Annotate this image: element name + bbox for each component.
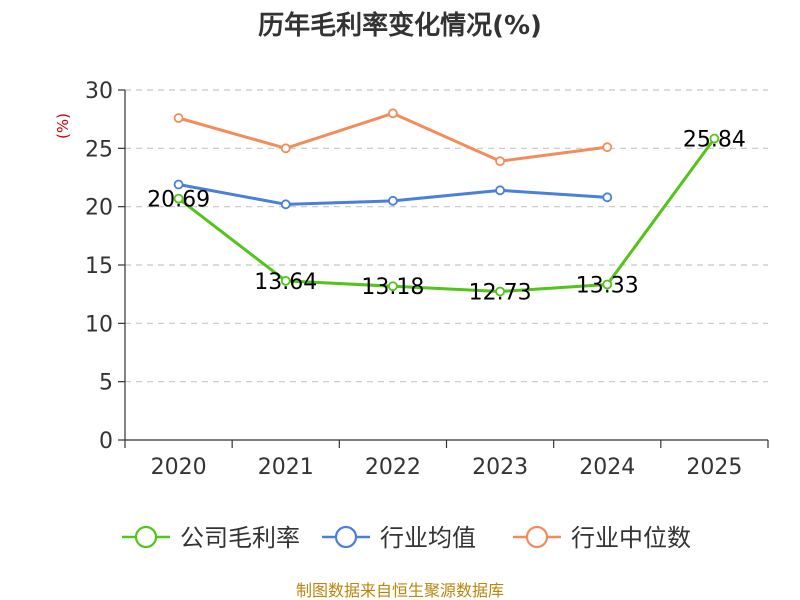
axes <box>118 89 769 448</box>
legend-marker-行业均值 <box>334 525 358 549</box>
legend-item-行业中位数: 行业中位数 <box>513 524 691 552</box>
x-tick-label-2023: 2023 <box>472 455 528 480</box>
legend-item-行业均值: 行业均值 <box>322 524 476 552</box>
series-行业中位数 <box>173 108 613 167</box>
point-行业均值-2020 <box>173 179 184 190</box>
chart-title: 历年毛利率变化情况(%) <box>258 10 542 41</box>
x-tick-label-2025: 2025 <box>686 455 742 480</box>
y-tick-label-10: 10 <box>85 312 113 337</box>
y-tick-label-20: 20 <box>85 196 113 221</box>
point-行业均值-2022 <box>388 195 398 206</box>
data-label-2022: 13.18 <box>361 275 424 300</box>
x-tick-label-2020: 2020 <box>151 455 207 480</box>
point-行业均值-2023 <box>495 185 505 196</box>
y-tick-label-30: 30 <box>85 79 113 104</box>
data-label-2021: 13.64 <box>254 270 317 295</box>
point-行业中位数-2022 <box>388 108 398 119</box>
legend-label-行业中位数: 行业中位数 <box>571 524 691 552</box>
point-公司毛利率-2021 <box>280 275 291 286</box>
legend-label-公司毛利率: 公司毛利率 <box>180 524 300 552</box>
point-公司毛利率-2023 <box>495 286 505 297</box>
point-行业中位数-2021 <box>280 143 291 154</box>
legend-marker-公司毛利率 <box>134 525 158 549</box>
y-tick-labels: 0 5 10 15 20 25 30 <box>85 79 113 454</box>
point-公司毛利率-2025 <box>709 133 720 144</box>
data-labels: 20.69 13.64 13.18 12.73 13.33 25.84 <box>147 128 746 306</box>
series-公司毛利率 <box>173 133 720 297</box>
point-公司毛利率-2024 <box>602 279 613 290</box>
point-行业均值-2021 <box>280 199 291 210</box>
series-line-行业中位数 <box>178 111 608 163</box>
series-line-公司毛利率 <box>177 137 716 293</box>
gridlines <box>125 89 768 383</box>
data-label-2023: 12.73 <box>469 280 532 305</box>
series-lines <box>173 108 720 297</box>
x-tick-label-2024: 2024 <box>579 455 635 480</box>
y-tick-label-5: 5 <box>99 371 113 396</box>
data-label-2025: 25.84 <box>683 128 746 153</box>
data-label-2020: 20.69 <box>147 188 210 213</box>
legend: 公司毛利率 行业均值 行业中位数 <box>122 524 691 552</box>
x-tick-label-2021: 2021 <box>258 455 314 480</box>
point-公司毛利率-2020 <box>173 193 184 204</box>
point-行业中位数-2024 <box>602 142 613 153</box>
point-行业中位数-2020 <box>173 113 184 123</box>
x-tick-labels: 2020 2021 2022 2023 2024 2025 <box>151 455 743 480</box>
data-label-2024: 13.33 <box>576 273 639 298</box>
point-行业均值-2024 <box>602 192 613 203</box>
legend-item-公司毛利率: 公司毛利率 <box>122 524 300 552</box>
source-note: 制图数据来自恒生聚源数据库 <box>296 581 504 600</box>
x-tick-label-2022: 2022 <box>365 455 421 480</box>
point-公司毛利率-2022 <box>388 281 398 292</box>
legend-marker-行业中位数 <box>525 525 549 549</box>
y-axis-label: (%) <box>54 113 72 139</box>
y-tick-label-0: 0 <box>99 429 113 454</box>
point-行业中位数-2023 <box>495 156 505 167</box>
series-行业均值 <box>173 179 613 210</box>
y-tick-label-15: 15 <box>85 254 113 279</box>
y-tick-label-25: 25 <box>85 137 113 162</box>
legend-label-行业均值: 行业均值 <box>380 524 476 552</box>
